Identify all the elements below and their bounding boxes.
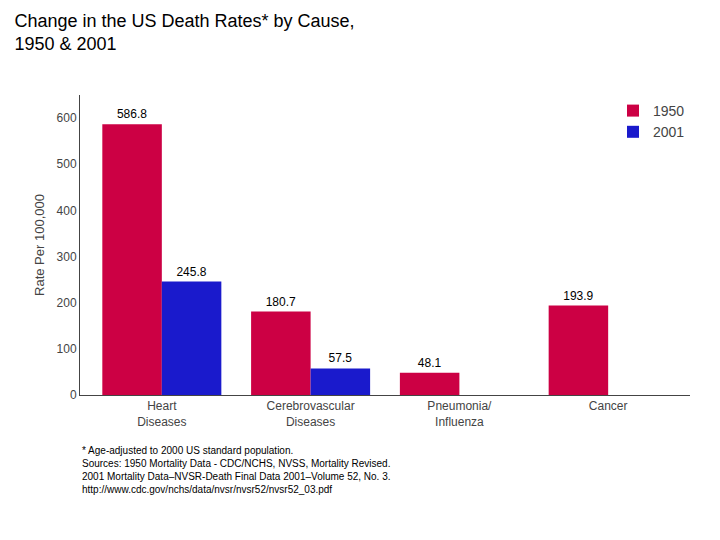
svg-text:* Age-adjusted to 2000 US stan: * Age-adjusted to 2000 US standard popul…: [82, 445, 391, 495]
svg-text:Rate Per 100,000: Rate Per 100,000: [32, 194, 47, 296]
svg-text:180.7: 180.7: [266, 295, 296, 309]
svg-text:200: 200: [57, 296, 77, 310]
svg-text:Cancer: Cancer: [589, 399, 628, 413]
svg-text:1950: 1950: [653, 103, 684, 119]
svg-text:Pneumonia/Influenza: Pneumonia/Influenza: [427, 399, 492, 429]
svg-text:245.8: 245.8: [176, 265, 206, 279]
svg-text:193.9: 193.9: [563, 289, 593, 303]
svg-text:586.8: 586.8: [117, 107, 147, 121]
svg-text:HeartDiseases: HeartDiseases: [137, 399, 186, 429]
svg-text:400: 400: [57, 204, 77, 218]
svg-text:300: 300: [57, 250, 77, 264]
svg-text:100: 100: [57, 342, 77, 356]
svg-text:0: 0: [70, 388, 77, 402]
svg-text:2001: 2001: [653, 124, 684, 140]
svg-text:600: 600: [57, 111, 77, 125]
svg-text:CerebrovascularDiseases: CerebrovascularDiseases: [267, 399, 355, 429]
svg-text:500: 500: [57, 157, 77, 171]
svg-text:Change in the US Death Rates*: Change in the US Death Rates* by Cause,1…: [14, 11, 354, 54]
svg-text:48.1: 48.1: [418, 356, 442, 370]
svg-text:57.5: 57.5: [329, 351, 353, 365]
